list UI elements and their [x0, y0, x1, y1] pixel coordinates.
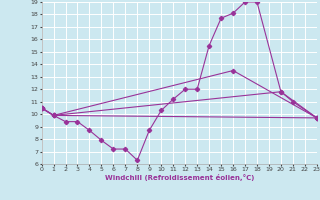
- X-axis label: Windchill (Refroidissement éolien,°C): Windchill (Refroidissement éolien,°C): [105, 174, 254, 181]
